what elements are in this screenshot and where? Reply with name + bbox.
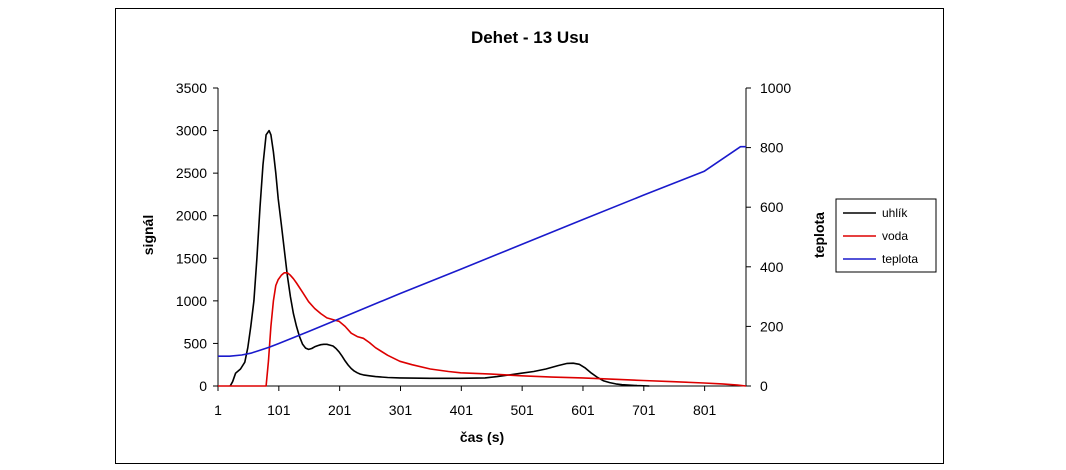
series-line-teplota <box>218 145 746 358</box>
x-tick-label: 701 <box>632 402 656 418</box>
y-tick-label: 2500 <box>176 165 207 181</box>
x-tick-label: 1 <box>214 402 222 418</box>
chart-title: Dehet - 13 Usu <box>471 28 589 47</box>
y-tick-label: 1000 <box>176 293 207 309</box>
x-tick-label: 101 <box>267 402 291 418</box>
x-tick-label: 301 <box>389 402 413 418</box>
y-ticks: 0 500 1000 1500 2000 2500 3000 3500 <box>176 80 218 394</box>
y-tick-label: 0 <box>199 378 207 394</box>
legend-label-uhlík: uhlík <box>882 206 908 220</box>
legend: uhlík voda teplota <box>835 198 937 273</box>
y-tick-label: 3500 <box>176 80 207 96</box>
legend-label-teplota: teplota <box>882 252 918 266</box>
y2-tick-label: 0 <box>760 378 768 394</box>
y2-ticks: 0 200 400 600 800 1000 <box>746 80 791 394</box>
series-line-uhlík <box>229 129 650 387</box>
x-ticks: 1 101 201 301 401 501 601 701 801 <box>214 386 717 418</box>
y2-axis-label: teplota <box>811 212 827 258</box>
y-tick-label: 3000 <box>176 123 207 139</box>
y2-tick-label: 600 <box>760 199 784 215</box>
y2-tick-label: 1000 <box>760 80 791 96</box>
y-tick-label: 2000 <box>176 208 207 224</box>
x-tick-label: 201 <box>328 402 352 418</box>
y-axis-label: signál <box>140 215 156 255</box>
series-line-voda <box>218 271 747 387</box>
x-tick-label: 401 <box>450 402 474 418</box>
y-tick-label: 500 <box>184 335 208 351</box>
y2-tick-label: 400 <box>760 259 784 275</box>
x-tick-label: 601 <box>571 402 595 418</box>
chart-frame <box>115 8 944 464</box>
x-tick-label: 501 <box>510 402 534 418</box>
legend-label-voda: voda <box>882 229 908 243</box>
series-group <box>218 129 747 387</box>
y-tick-label: 1500 <box>176 250 207 266</box>
x-axis-label: čas (s) <box>460 429 504 445</box>
x-tick-label: 801 <box>693 402 717 418</box>
y2-tick-label: 200 <box>760 318 784 334</box>
y2-tick-label: 800 <box>760 140 784 156</box>
